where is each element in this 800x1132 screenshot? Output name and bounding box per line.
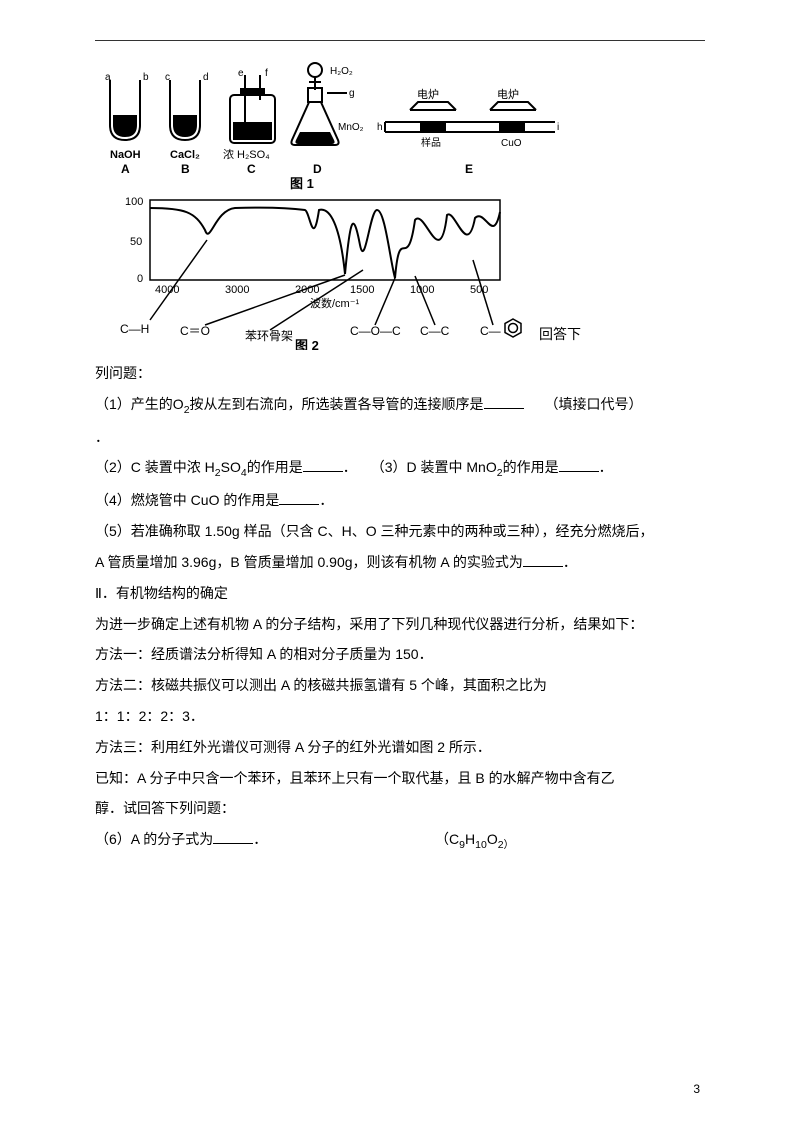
q5-c: ． [563,554,577,570]
blank-6 [213,829,253,844]
figure-1-apparatus: a b NaOH A c d CaCl₂ B e f 浓 H₂SO₄ C [95,60,575,190]
m1-text: 方法一：经质谱法分析得知 A 的相对分子质量为 150． [95,646,433,662]
m2-text: 方法二：核磁共振仪可以测出 A 的核磁共振氢谱有 5 个峰，其面积之比为 [95,677,547,693]
header-rule [95,40,705,41]
blank-4 [279,490,319,505]
q4-a: （4）燃烧管中 CuO 的作用是 [95,492,279,508]
svg-text:MnO₂: MnO₂ [338,122,364,133]
q6-s3: 2） [498,839,514,851]
known-line1: 已知：A 分子中只含一个苯环，且苯环上只有一个取代基，且 B 的水解产物中含有乙 [95,763,705,794]
svg-text:样品: 样品 [421,136,441,149]
q6-d: H [465,831,475,847]
svg-text:C＝O: C＝O [180,324,210,338]
blank-5 [523,552,563,567]
svg-text:3000: 3000 [225,284,249,296]
p7: 为进一步确定上述有机物 A 的分子结构，采用了下列几种现代仪器进行分析，结果如下… [95,609,705,640]
svg-text:1500: 1500 [350,284,374,296]
q2-3: （2）C 装置中浓 H2SO4的作用是． （3）D 装置中 MnO2的作用是． [95,452,705,485]
method1: 方法一：经质谱法分析得知 A 的相对分子质量为 150． [95,639,705,670]
blank-1 [484,393,524,408]
p0-text: 列问题： [95,365,151,381]
q1: （1）产生的O2按从左到右流向，所选装置各导管的连接顺序是 （填接口代号） [95,389,705,422]
inline-text-after-fig2: 回答下 [539,319,581,350]
page-number: 3 [693,1076,700,1102]
q4-b: ． [319,492,333,508]
blank-3 [559,457,599,472]
svg-text:h: h [377,122,383,133]
q5-b: A 管质量增加 3.96g，B 管质量增加 0.90g，则该有机物 A 的实验式… [95,554,523,570]
svg-text:图 2: 图 2 [295,338,319,350]
figures-container: a b NaOH A c d CaCl₂ B e f 浓 H₂SO₄ C [95,60,705,350]
q2-a: （2）C 装置中浓 H [95,459,215,475]
q2-f: ． [599,459,613,475]
q2-c: 的作用是 [247,459,303,475]
svg-text:图 1: 图 1 [290,176,314,190]
q6-c: （C [435,831,459,847]
svg-text:b: b [143,72,149,83]
svg-text:i: i [557,122,559,133]
p0: 列问题： [95,358,705,389]
svg-text:E: E [465,162,473,176]
q6-e: O [487,831,498,847]
svg-text:50: 50 [130,236,142,248]
svg-text:c: c [165,72,170,83]
q2-e: 的作用是 [503,459,559,475]
q5-a: （5）若准确称取 1.50g 样品（只含 C、H、O 三种元素中的两种或三种），… [95,523,654,539]
method2-line1: 方法二：核磁共振仪可以测出 A 的核磁共振氢谱有 5 个峰，其面积之比为 [95,670,705,701]
svg-text:C—C: C—C [420,324,450,338]
k1-text: 已知：A 分子中只含一个苯环，且苯环上只有一个取代基，且 B 的水解产物中含有乙 [95,770,615,786]
svg-text:a: a [105,72,111,83]
svg-text:B: B [181,162,190,176]
blank-2 [303,457,343,472]
figure-2-ir-spectrum: 100 50 0 透过率% 4000 3000 2000 1500 1000 5… [95,190,535,350]
svg-text:d: d [203,72,209,83]
svg-text:100: 100 [125,196,143,208]
svg-text:C—O—C: C—O—C [350,324,401,338]
svg-text:CuO: CuO [501,138,522,149]
svg-text:电炉: 电炉 [417,88,439,101]
q1-b: 按从左到右流向，所选装置各导管的连接顺序是 [190,396,484,412]
m2b-text: 1：1：2：2：3． [95,708,204,724]
m3-text: 方法三：利用红外光谱仪可测得 A 分子的红外光谱如图 2 所示． [95,739,491,755]
svg-text:C—H: C—H [120,322,149,336]
svg-text:CaCl₂: CaCl₂ [170,149,200,161]
svg-text:0: 0 [137,273,143,285]
svg-text:D: D [313,162,322,176]
known-line2: 醇．试回答下列问题： [95,793,705,824]
svg-text:e: e [238,68,244,79]
q5-line1: （5）若准确称取 1.50g 样品（只含 C、H、O 三种元素中的两种或三种），… [95,516,705,547]
q1-c: （填接口代号） [524,396,643,412]
method2-line2: 1：1：2：2：3． [95,701,705,732]
sec2-text: Ⅱ．有机物结构的确定 [95,585,228,601]
svg-text:C: C [247,162,256,176]
q4: （4）燃烧管中 CuO 的作用是 ． [95,485,705,516]
p7-text: 为进一步确定上述有机物 A 的分子结构，采用了下列几种现代仪器进行分析，结果如下… [95,616,643,632]
svg-text:g: g [349,88,355,99]
svg-text:H₂O₂: H₂O₂ [330,66,353,77]
k2-text: 醇．试回答下列问题： [95,800,235,816]
svg-text:苯环骨架: 苯环骨架 [245,329,293,343]
q2-b: SO [221,459,241,475]
q2-d: ． （3）D 装置中 MnO [343,459,497,475]
svg-text:浓 H₂SO₄: 浓 H₂SO₄ [223,148,270,161]
q5-line2: A 管质量增加 3.96g，B 管质量增加 0.90g，则该有机物 A 的实验式… [95,547,705,578]
q6-a: （6）A 的分子式为 [95,831,213,847]
svg-text:A: A [121,162,130,176]
q6-s2: 10 [475,839,487,851]
svg-text:500: 500 [470,284,488,296]
svg-text:波数/cm⁻¹: 波数/cm⁻¹ [310,297,360,310]
q6-b: ． [253,831,267,847]
svg-text:4000: 4000 [155,284,179,296]
q1-d: ． [95,429,109,445]
svg-text:f: f [265,68,268,79]
method3: 方法三：利用红外光谱仪可测得 A 分子的红外光谱如图 2 所示． [95,732,705,763]
svg-text:NaOH: NaOH [110,149,141,161]
svg-text:电炉: 电炉 [497,88,519,101]
section-II: Ⅱ．有机物结构的确定 [95,578,705,609]
svg-text:C—: C— [480,324,501,338]
q6: （6）A 的分子式为． （C9H10O2） [95,824,705,857]
q1-a: （1）产生的O [95,396,184,412]
q1-end: ． [95,422,705,453]
